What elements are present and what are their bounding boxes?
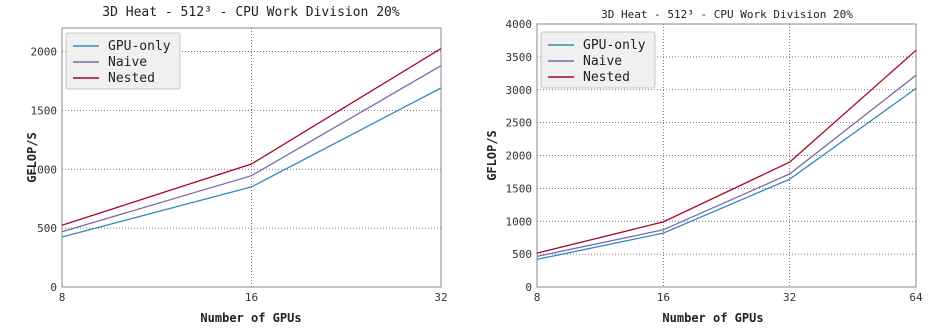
y-axis-label: GFLOP/S xyxy=(25,132,39,183)
y-tick-label: 1000 xyxy=(31,163,58,176)
y-tick-label: 2500 xyxy=(506,117,533,130)
chart-title: 3D Heat - 512³ - CPU Work Division 20% xyxy=(601,8,853,21)
series-line-nested xyxy=(536,49,917,254)
y-tick-label: 3000 xyxy=(506,84,533,97)
legend-label: Nested xyxy=(583,70,630,85)
series-line-gpu-only xyxy=(536,87,917,261)
plot-frame xyxy=(61,27,442,288)
legend-label: Naive xyxy=(108,55,147,70)
legend-box xyxy=(540,31,656,89)
chart-title: 3D Heat - 512³ - CPU Work Division 20% xyxy=(102,5,400,20)
y-tick-label: 1500 xyxy=(506,182,533,195)
legend-box xyxy=(65,32,181,90)
x-tick-label: 8 xyxy=(534,291,541,304)
y-tick-label: 4000 xyxy=(506,18,533,31)
y-tick-label: 2000 xyxy=(506,150,533,163)
legend-label: Naive xyxy=(583,54,622,69)
legend-label: GPU-only xyxy=(108,39,171,54)
x-tick-label: 32 xyxy=(783,291,796,304)
y-axis-label: GFLOP/S xyxy=(485,130,499,181)
x-tick-label: 8 xyxy=(59,291,66,304)
x-axis-label: Number of GPUs xyxy=(200,311,301,325)
legend-label: GPU-only xyxy=(583,38,646,53)
x-tick-label: 32 xyxy=(434,291,447,304)
y-tick-label: 500 xyxy=(512,248,532,261)
series-line-gpu-only xyxy=(61,87,442,238)
x-tick-label: 16 xyxy=(245,291,258,304)
series-line-nested xyxy=(61,48,442,226)
x-axis-label: Number of GPUs xyxy=(662,311,763,325)
chart-2: 0 500 1000 1500 2000 2500 3000 3500 4000 8 16 32 64 3… xyxy=(485,8,923,325)
chart-1: 0 500 1000 1500 2000 8 16 32 3D Heat - 512³ - CP… xyxy=(25,5,448,325)
y-tick-label: 2000 xyxy=(31,46,58,59)
plot-frame xyxy=(536,23,917,288)
series-line-naive xyxy=(536,74,917,258)
y-tick-label: 0 xyxy=(50,281,57,294)
series-line-naive xyxy=(61,65,442,233)
y-tick-label: 1500 xyxy=(31,104,58,117)
x-tick-label: 16 xyxy=(657,291,670,304)
x-tick-label: 64 xyxy=(909,291,923,304)
y-tick-label: 0 xyxy=(525,281,532,294)
y-tick-label: 1000 xyxy=(506,215,533,228)
legend-label: Nested xyxy=(108,71,155,86)
y-tick-label: 500 xyxy=(37,222,57,235)
y-tick-label: 3500 xyxy=(506,51,533,64)
